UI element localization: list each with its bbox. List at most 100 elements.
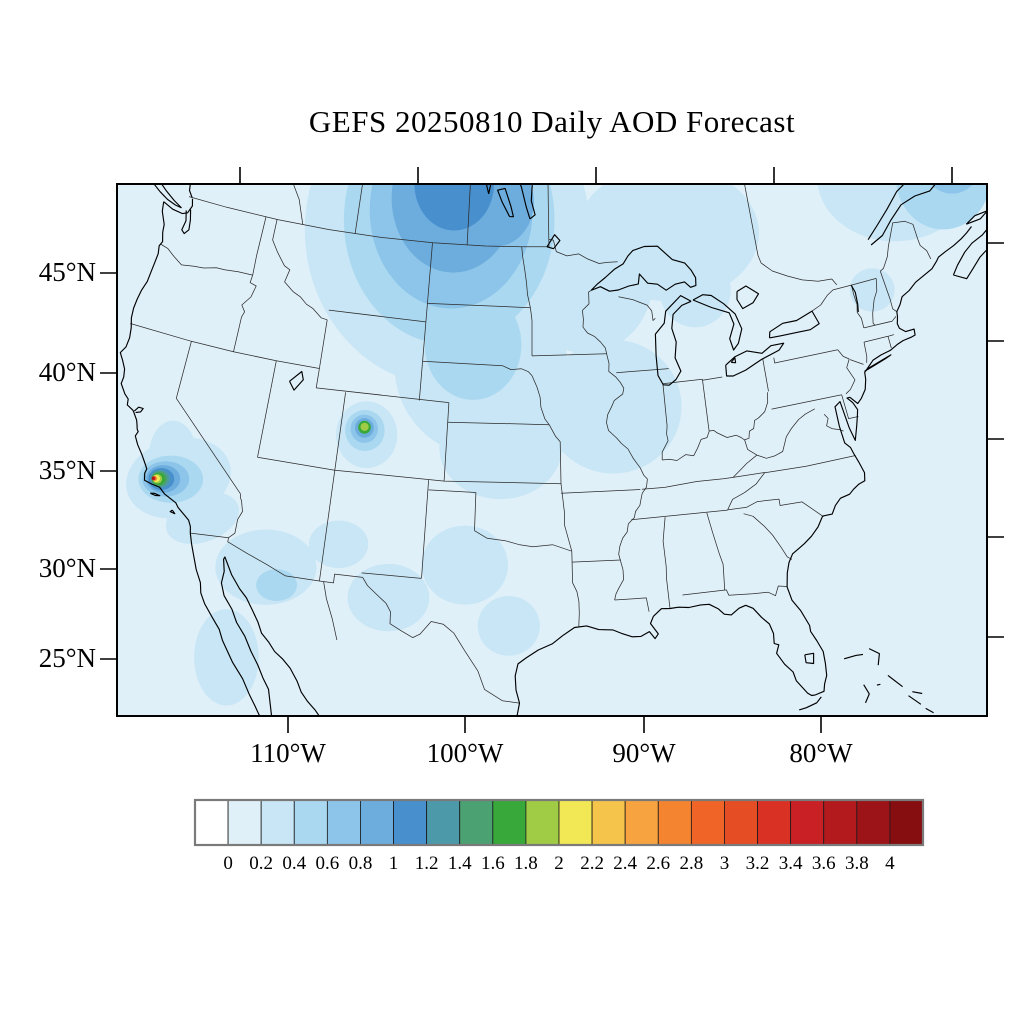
state-border-line xyxy=(447,421,550,426)
colorbar-tick-label: 1.4 xyxy=(447,853,472,874)
colorbar-tick-label: 0.2 xyxy=(249,853,274,874)
state-border-line xyxy=(292,184,304,225)
state-border-line xyxy=(560,483,573,552)
aod-contour-cell xyxy=(347,563,430,632)
colorbar-tick-label: 0.6 xyxy=(315,853,340,874)
coastline xyxy=(514,226,972,716)
state-border-line xyxy=(175,341,241,495)
state-border-line xyxy=(334,392,346,471)
lat-tick-label: 40°N xyxy=(38,357,96,387)
colorbar-tick-label: 3.6 xyxy=(811,853,836,874)
colorbar-tick-label: 1.8 xyxy=(514,853,538,874)
state-border-line xyxy=(744,439,758,456)
aod-contour-cell xyxy=(165,492,240,544)
colorbar-tick-label: 0.4 xyxy=(282,853,307,874)
colorbar-cell xyxy=(591,799,626,846)
colorbar-cell xyxy=(624,799,659,846)
state-border-line xyxy=(130,323,277,362)
aod-contour-cell xyxy=(414,184,494,231)
coastline xyxy=(163,198,194,215)
state-border-line xyxy=(466,184,471,246)
state-border-line xyxy=(706,512,726,591)
map-frame xyxy=(100,167,1004,733)
coastline xyxy=(692,294,743,351)
lon-tick-label: 80°W xyxy=(789,738,853,768)
state-border-line xyxy=(841,394,859,419)
colorbar-tick-label: 2 xyxy=(554,853,564,874)
coastline xyxy=(288,370,304,391)
state-border-line xyxy=(887,336,892,349)
state-border-line xyxy=(422,360,533,376)
colorbar-cell xyxy=(790,799,825,846)
state-border-line xyxy=(531,375,550,425)
state-border-line xyxy=(315,368,320,388)
state-border-line xyxy=(773,349,838,364)
lon-tick-label: 90°W xyxy=(612,738,676,768)
state-border-line xyxy=(560,489,641,494)
coastline xyxy=(938,152,966,163)
colorbar-cell xyxy=(558,799,593,846)
state-border-line xyxy=(662,392,769,461)
coastline xyxy=(864,354,892,372)
colorbar-cell xyxy=(823,799,858,846)
state-border-line xyxy=(661,383,669,460)
colorbar-outline xyxy=(193,798,925,847)
lat-tick-label: 30°N xyxy=(38,553,96,583)
state-border-line xyxy=(474,530,572,552)
colorbar-tick-label: 2.6 xyxy=(646,853,671,874)
state-border-line xyxy=(727,472,766,511)
state-border-line xyxy=(702,379,710,432)
aod-contour-cell xyxy=(421,525,508,605)
state-border-line xyxy=(531,353,607,357)
state-border-line xyxy=(743,513,793,560)
coastline xyxy=(546,234,561,250)
colorbar-cell xyxy=(393,799,428,846)
aod-contour-cell xyxy=(931,184,974,194)
state-border-line xyxy=(849,359,864,365)
coastline xyxy=(725,342,785,377)
colorbar-cell xyxy=(724,799,758,846)
coastline xyxy=(925,707,934,714)
coastline xyxy=(153,184,182,209)
state-border-line xyxy=(319,319,328,369)
state-border-line xyxy=(880,220,932,272)
colorbar-tick-label: 3.2 xyxy=(745,853,770,874)
state-border-line xyxy=(744,184,838,286)
state-border-line xyxy=(547,184,550,240)
coastline xyxy=(133,406,144,414)
state-border-line xyxy=(228,494,243,539)
state-border-line xyxy=(631,509,728,521)
coastline xyxy=(952,228,987,280)
aod-contour-cell xyxy=(360,422,369,431)
coastline xyxy=(870,184,937,246)
aod-contour-cell xyxy=(477,596,540,656)
state-border-line xyxy=(361,572,422,579)
colorbar-cell xyxy=(293,799,328,846)
state-border-line xyxy=(863,316,897,329)
coastline xyxy=(150,492,161,497)
coastline xyxy=(804,652,815,665)
coastline xyxy=(867,184,905,241)
colorbar-tick-label: 4 xyxy=(885,853,895,874)
coastline xyxy=(908,695,922,705)
coastline xyxy=(654,295,692,386)
state-border-line xyxy=(443,402,450,482)
aod-contour-cell xyxy=(659,252,731,328)
state-border-line xyxy=(618,296,656,321)
state-border-line xyxy=(879,271,898,313)
colorbar-tick-label: 0 xyxy=(223,853,233,874)
state-border-line xyxy=(771,394,842,410)
colorbar-cell xyxy=(657,799,692,846)
lat-tick-label: 35°N xyxy=(38,455,96,485)
aod-contour-cell xyxy=(544,339,682,474)
colorbar-tick-label: 3.4 xyxy=(778,853,803,874)
state-border-line xyxy=(319,470,336,582)
state-border-line xyxy=(872,278,878,326)
state-border-line xyxy=(616,368,669,374)
coastline xyxy=(730,357,737,364)
state-border-line xyxy=(362,577,520,704)
state-border-line xyxy=(582,310,648,601)
lon-tick-label: 100°W xyxy=(426,738,504,768)
